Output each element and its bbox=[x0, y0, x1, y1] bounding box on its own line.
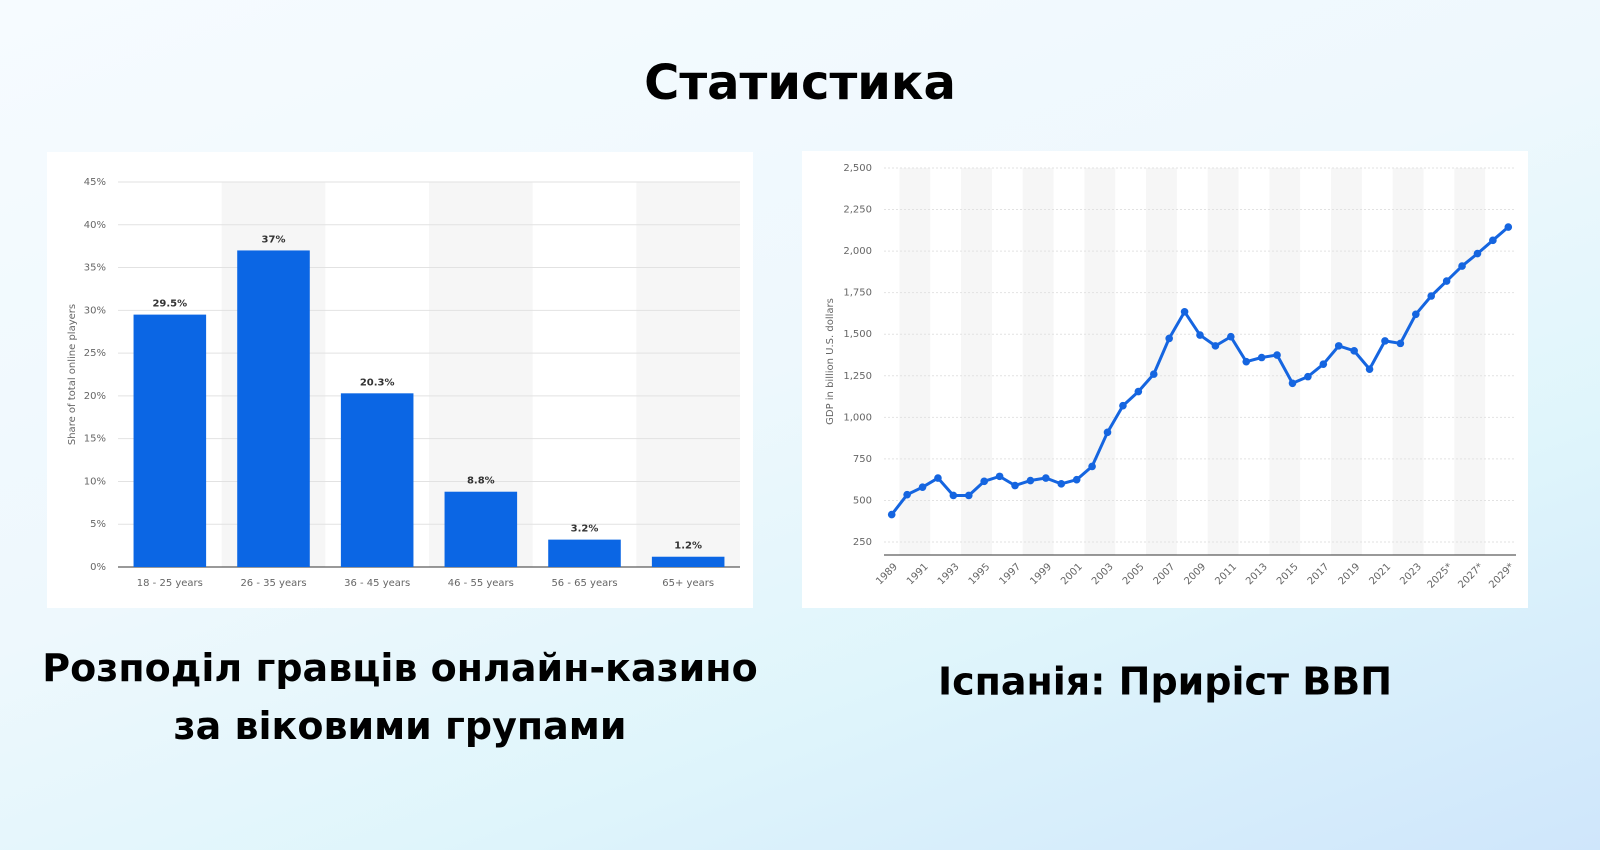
y-tick-label: 20% bbox=[84, 391, 106, 402]
point bbox=[1180, 307, 1189, 316]
point bbox=[1442, 277, 1451, 285]
point bbox=[1134, 387, 1143, 396]
point bbox=[1119, 401, 1127, 410]
point bbox=[918, 483, 927, 491]
point bbox=[1057, 480, 1066, 488]
y-axis-label: Share of total online players bbox=[67, 304, 78, 445]
point bbox=[949, 491, 958, 500]
chart-title: Розподіл гравців онлайн-казино за віковим… bbox=[42, 646, 757, 748]
y-tick-label: 30% bbox=[84, 305, 106, 316]
band-shade bbox=[1022, 168, 1054, 555]
band-shade bbox=[1454, 168, 1486, 555]
point bbox=[1350, 347, 1358, 355]
band-shade bbox=[1269, 168, 1301, 555]
y-tick-label: 2,250 bbox=[843, 205, 872, 216]
point bbox=[1242, 357, 1251, 366]
band-shade bbox=[1392, 168, 1424, 555]
y-tick-label: 1,500 bbox=[843, 329, 872, 340]
bar bbox=[237, 250, 310, 567]
y-tick-label: 2,500 bbox=[843, 163, 872, 174]
x-tick-label: 65+ years bbox=[662, 578, 714, 589]
y-tick-label: 500 bbox=[853, 495, 872, 506]
chart-title: Іспанія: Приріст ВВП bbox=[938, 660, 1392, 704]
point bbox=[1026, 476, 1035, 485]
page-title: Статистика bbox=[644, 55, 956, 111]
chart-title-line: за віковими групами bbox=[174, 704, 627, 748]
point bbox=[1489, 236, 1497, 245]
bar bbox=[340, 393, 414, 567]
bar bbox=[133, 314, 207, 567]
x-tick-label: 56 - 65 years bbox=[551, 578, 617, 589]
band-shade bbox=[961, 168, 992, 555]
point bbox=[903, 490, 911, 499]
bar bbox=[651, 556, 725, 567]
point bbox=[1412, 310, 1420, 319]
x-tick-label: 36 - 45 years bbox=[344, 578, 410, 589]
y-tick-label: 1,750 bbox=[843, 288, 872, 299]
point bbox=[1273, 351, 1281, 359]
chart-title-line: Розподіл гравців онлайн-казино bbox=[42, 646, 757, 690]
y-tick-label: 0% bbox=[90, 562, 106, 573]
y-tick-label: 2,000 bbox=[843, 246, 872, 257]
y-axis-label: GDP in billion U.S. dollars bbox=[825, 298, 836, 425]
y-tick-label: 15% bbox=[84, 434, 106, 445]
y-tick-label: 35% bbox=[84, 263, 106, 274]
point bbox=[1011, 481, 1019, 490]
value-label: 3.2% bbox=[571, 524, 599, 535]
y-tick-label: 5% bbox=[90, 519, 106, 530]
value-label: 1.2% bbox=[674, 541, 702, 552]
point bbox=[1149, 370, 1158, 378]
y-tick-label: 1,250 bbox=[843, 371, 872, 382]
y-tick-label: 750 bbox=[853, 454, 872, 465]
point bbox=[980, 477, 988, 486]
x-tick-label: 26 - 35 years bbox=[240, 578, 306, 589]
band-shade bbox=[1146, 168, 1177, 555]
point bbox=[1365, 365, 1374, 373]
y-tick-label: 1,000 bbox=[843, 412, 872, 423]
x-tick-label: 46 - 55 years bbox=[448, 578, 514, 589]
value-label: 8.8% bbox=[467, 476, 495, 487]
band-shade bbox=[636, 182, 740, 567]
point bbox=[1196, 331, 1204, 339]
value-label: 20.3% bbox=[360, 377, 395, 388]
point bbox=[887, 510, 896, 519]
value-label: 37% bbox=[262, 234, 286, 245]
point bbox=[1103, 428, 1112, 437]
bar bbox=[444, 491, 518, 567]
point bbox=[1227, 332, 1235, 341]
point bbox=[934, 474, 942, 482]
point bbox=[1304, 372, 1312, 381]
band-shade bbox=[1331, 168, 1362, 555]
point bbox=[1396, 339, 1405, 348]
y-tick-label: 25% bbox=[84, 348, 106, 359]
point bbox=[1458, 262, 1466, 270]
y-tick-label: 40% bbox=[84, 220, 106, 231]
point bbox=[1334, 342, 1343, 350]
y-tick-label: 10% bbox=[84, 476, 106, 487]
point bbox=[1427, 292, 1436, 300]
point bbox=[1504, 223, 1513, 231]
point bbox=[1381, 337, 1389, 345]
band-shade bbox=[1084, 168, 1116, 555]
point bbox=[1211, 342, 1220, 350]
point bbox=[1257, 353, 1266, 362]
point bbox=[1319, 360, 1328, 368]
value-label: 29.5% bbox=[152, 299, 187, 310]
bar bbox=[548, 539, 621, 567]
point bbox=[1288, 379, 1297, 388]
band-shade bbox=[1207, 168, 1239, 555]
point bbox=[995, 472, 1004, 481]
y-tick-label: 250 bbox=[853, 537, 872, 548]
point bbox=[1042, 474, 1050, 482]
point bbox=[1165, 334, 1173, 343]
y-tick-label: 45% bbox=[84, 177, 106, 188]
point bbox=[964, 491, 973, 500]
x-tick-label: 18 - 25 years bbox=[137, 578, 203, 589]
point bbox=[1072, 475, 1081, 484]
point bbox=[1088, 462, 1096, 471]
point bbox=[1473, 249, 1482, 258]
